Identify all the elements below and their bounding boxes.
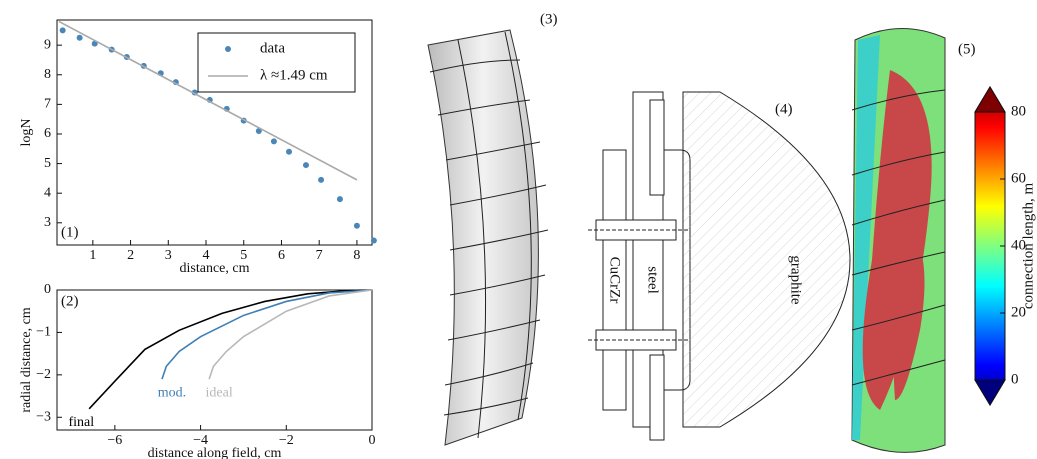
y-tick-label: −1 [36, 325, 51, 340]
y-tick-label: 0 [44, 282, 51, 297]
x-tick-label: 0 [369, 433, 376, 448]
x-tick-label: −4 [193, 433, 208, 448]
legend-label: data [260, 40, 285, 56]
curve-label: mod. [158, 385, 186, 400]
colorbar-top [974, 86, 1006, 113]
data-point [318, 176, 325, 183]
curve [88, 289, 373, 410]
x-axis-label: distance, cm [180, 261, 250, 276]
x-axis-label: distance along field, cm [148, 446, 282, 459]
y-axis-label: logN [19, 119, 34, 147]
colorbar-tick-label: 60 [1011, 170, 1026, 186]
data-point [353, 222, 360, 229]
x-tick-label: 2 [127, 248, 134, 263]
curve [208, 289, 373, 380]
x-tick-label: 4 [203, 248, 210, 263]
x-tick-label: 5 [240, 248, 247, 263]
x-tick-label: 8 [353, 248, 360, 263]
data-point [76, 34, 83, 41]
panel-label: (4) [775, 101, 793, 117]
data-point [59, 27, 66, 34]
y-tick-label: 4 [44, 185, 51, 200]
x-tick-label: 1 [89, 248, 96, 263]
data-point [302, 162, 309, 169]
panel-label: (2) [61, 293, 79, 309]
x-tick-label: 6 [278, 248, 285, 263]
y-tick-label: −3 [36, 409, 51, 424]
colorbar-tick-label: 0 [1011, 371, 1019, 387]
curve-label: ideal [206, 385, 233, 400]
data-point [336, 196, 343, 203]
material-label: CuCrZr [607, 257, 623, 304]
y-tick-label: 9 [44, 37, 51, 52]
y-tick-label: 8 [44, 67, 51, 82]
colorbar-bottom [974, 379, 1006, 406]
fit-line [58, 20, 358, 181]
legend-box [197, 32, 356, 93]
y-tick-label: 3 [44, 215, 51, 230]
data-point [255, 128, 262, 135]
legend-swatch [225, 46, 231, 52]
x-tick-label: 3 [165, 248, 172, 263]
y-axis-label: radial distance, cm [19, 307, 34, 412]
colorbar-tick-label: 40 [1011, 237, 1026, 253]
panel-label: (1) [61, 224, 79, 240]
cross-section: (4) CuCrZr steel graphite [588, 91, 851, 441]
y-tick-label: 5 [44, 156, 51, 171]
tile-column: (3) [427, 11, 558, 446]
data-point [270, 138, 277, 145]
colorbar-tick-label: 20 [1011, 304, 1026, 320]
data-point [370, 237, 377, 244]
plot-frame [56, 19, 373, 246]
x-tick-label: −2 [279, 433, 294, 448]
legend-label: λ ≈1.49 cm [260, 67, 328, 83]
panel-label: (3) [540, 11, 558, 27]
curve-label: final [68, 415, 94, 430]
x-tick-label: 7 [316, 248, 323, 263]
material-label: steel [645, 266, 661, 294]
x-tick-label: −6 [107, 433, 122, 448]
y-tick-label: 7 [44, 97, 51, 112]
colorbar-tick-label: 80 [1011, 103, 1026, 119]
panel-label: (5) [958, 41, 976, 57]
plot-frame [56, 289, 373, 431]
colorbar-label: connection length, m [1020, 183, 1036, 310]
y-tick-label: 6 [44, 126, 51, 141]
data-point [286, 148, 293, 155]
connection-map [851, 28, 946, 453]
curve [161, 289, 373, 380]
y-tick-label: −2 [36, 367, 51, 382]
material-label: graphite [788, 255, 804, 304]
